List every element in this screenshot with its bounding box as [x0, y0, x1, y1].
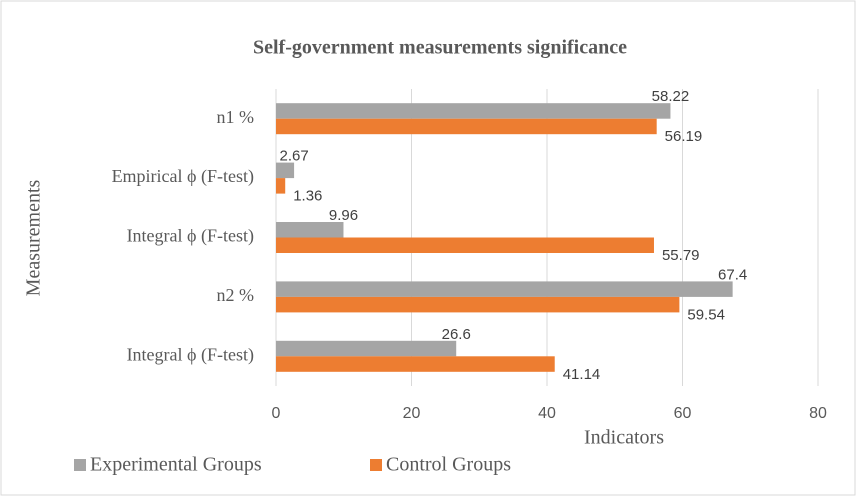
x-tick-label: 40 — [538, 405, 556, 422]
data-label: 56.19 — [665, 128, 703, 145]
x-tick-label: 60 — [674, 405, 692, 422]
bar — [276, 296, 680, 313]
data-label: 67.4 — [718, 266, 747, 283]
y-tick-label: Empirical ϕ (F-test) — [112, 166, 254, 187]
bar — [276, 118, 657, 135]
bar — [276, 222, 344, 238]
bar — [276, 103, 671, 119]
x-tick-label: 0 — [272, 405, 281, 422]
x-tick-label: 20 — [403, 405, 421, 422]
bar — [276, 162, 295, 179]
chart-title: Self-government measurements significanc… — [253, 37, 627, 59]
legend-swatch — [74, 459, 86, 471]
data-label: 59.54 — [687, 306, 725, 323]
data-label: 55.79 — [662, 247, 700, 264]
data-label: 58.22 — [652, 88, 690, 105]
bar — [276, 281, 733, 297]
x-tick-label: 80 — [809, 405, 827, 422]
bar — [276, 340, 457, 357]
legend-label: Control Groups — [386, 454, 511, 476]
y-axis-label: Measurements — [23, 179, 45, 296]
bar — [276, 237, 654, 253]
legend-label: Experimental Groups — [90, 454, 262, 476]
y-tick-label: n2 % — [217, 285, 255, 305]
y-tick-label: Integral ϕ (F-test) — [127, 344, 254, 365]
data-label: 1.36 — [293, 188, 322, 205]
data-label: 2.67 — [279, 148, 308, 165]
bar — [276, 178, 286, 194]
data-label: 9.96 — [329, 207, 358, 224]
legend-swatch — [370, 459, 382, 471]
bar — [276, 356, 555, 372]
y-tick-label: Integral ϕ (F-test) — [127, 226, 254, 247]
x-axis-label: Indicators — [584, 427, 664, 449]
data-label: 26.6 — [442, 326, 471, 343]
y-tick-label: n1 % — [217, 107, 255, 127]
data-label: 41.14 — [563, 366, 601, 383]
